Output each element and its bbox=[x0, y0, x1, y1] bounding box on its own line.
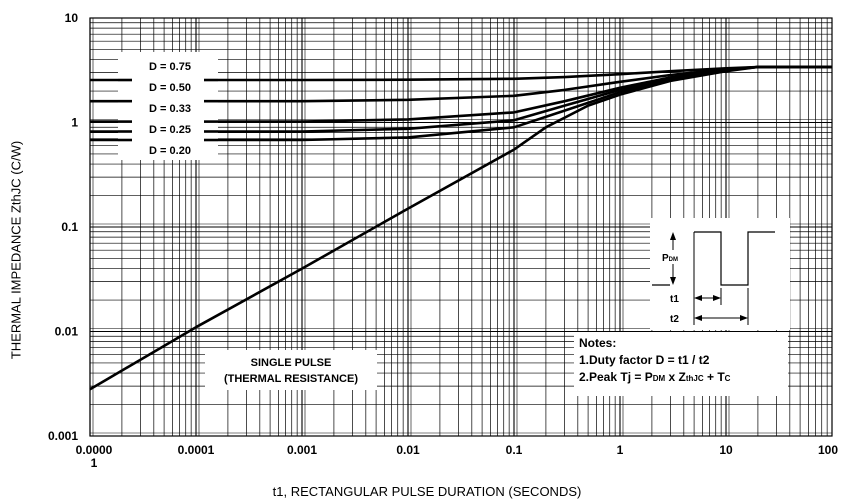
note-peak-tj: 2.Peak Tj = PDM x ZthJC + TC bbox=[579, 370, 731, 384]
inset-pdm-label: PDM bbox=[662, 253, 678, 264]
legend-label: D = 0.50 bbox=[149, 82, 191, 94]
x-tick-label: 0.0001 bbox=[178, 443, 215, 457]
x-tick-label: 1 bbox=[91, 456, 98, 470]
single-pulse-line2: (THERMAL RESISTANCE) bbox=[224, 373, 358, 385]
plot-frame bbox=[89, 17, 833, 437]
x-tick-label: 0.0000 bbox=[76, 443, 113, 457]
legend-label: D = 0.33 bbox=[149, 103, 191, 115]
pdm-arrow-head-down bbox=[670, 277, 676, 285]
t1-arrow-head-left bbox=[694, 295, 702, 301]
inset-t2-label: t2 bbox=[670, 314, 679, 325]
legend-label: D = 0.75 bbox=[149, 61, 191, 73]
series-line-5 bbox=[89, 65, 832, 391]
y-axis-label-container: THERMAL IMPEDANCE ZthJC (C/W) bbox=[0, 0, 30, 504]
notes-title: Notes: bbox=[579, 336, 616, 350]
x-tick-label: 0.01 bbox=[396, 443, 420, 457]
pulse-inset: PDM t1 t2 bbox=[650, 218, 790, 330]
single-pulse-box bbox=[205, 350, 377, 390]
legend-label: D = 0.20 bbox=[149, 145, 191, 157]
single-pulse-line1: SINGLE PULSE bbox=[251, 357, 332, 369]
x-axis-label: t1, RECTANGULAR PULSE DURATION (SECONDS) bbox=[272, 484, 582, 499]
pulse-waveform bbox=[652, 231, 775, 286]
notes-box bbox=[574, 332, 788, 396]
y-tick-label: 0.001 bbox=[48, 429, 78, 443]
t2-arrow-head-left bbox=[694, 315, 702, 321]
duty-cycle-legend: D = 0.75 D = 0.50 D = 0.33 D = 0.25 D = 0.20 bbox=[118, 52, 218, 160]
pdm-arrow-head-up bbox=[670, 232, 676, 240]
notes-block: Notes: 1.Duty factor D = t1 / t2 2.Peak … bbox=[574, 332, 788, 396]
single-pulse-label: SINGLE PULSE (THERMAL RESISTANCE) bbox=[205, 350, 377, 390]
y-tick-label: 0.1 bbox=[61, 220, 78, 234]
legend-box bbox=[118, 52, 218, 160]
data-curves bbox=[89, 65, 832, 391]
x-tick-label: 1 bbox=[617, 443, 624, 457]
inset-t1-label: t1 bbox=[670, 294, 679, 305]
y-tick-label: 0.01 bbox=[55, 325, 79, 339]
pdm-label-bg bbox=[659, 250, 687, 264]
x-tick-label: 0.001 bbox=[287, 443, 317, 457]
t1-arrow-head-right bbox=[713, 295, 721, 301]
t2-arrow-head-right bbox=[740, 315, 748, 321]
legend-label: D = 0.25 bbox=[149, 124, 191, 136]
x-tick-label: 0.1 bbox=[506, 443, 523, 457]
note-duty-factor: 1.Duty factor D = t1 / t2 bbox=[579, 353, 710, 367]
y-axis-label: THERMAL IMPEDANCE ZthJC (C/W) bbox=[8, 140, 24, 360]
x-tick-label: 100 bbox=[818, 443, 838, 457]
y-tick-label: 10 bbox=[65, 11, 79, 25]
x-tick-label: 10 bbox=[719, 443, 733, 457]
y-tick-label: 1 bbox=[71, 116, 78, 130]
